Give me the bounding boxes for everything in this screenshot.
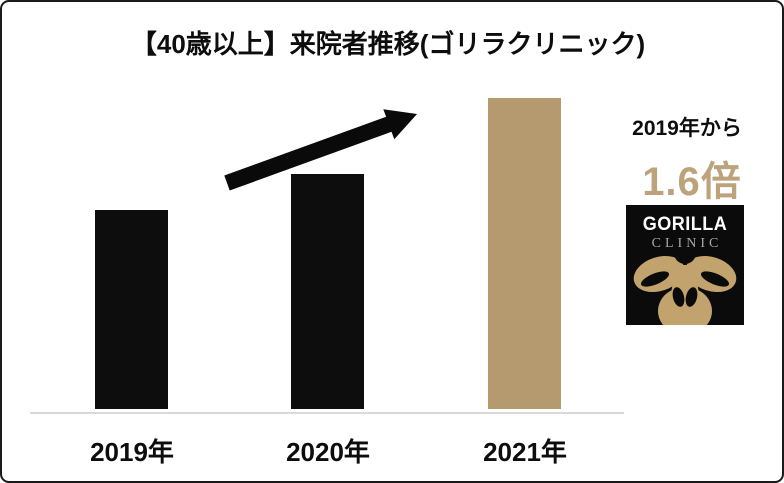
annotation-prefix: 2019年から [632,117,742,140]
x-tick-label-2021: 2021年 [483,437,567,467]
x-tick-label-2019: 2019年 [90,437,174,467]
gorilla-face-icon [628,253,742,325]
logo-gorilla-text: GORILLA [642,214,728,235]
bar-2019 [95,210,168,409]
x-axis-line [30,412,624,414]
chart-title: 【40歳以上】来院者推移(ゴリラクリニック) [130,29,646,59]
bar-2020 [291,174,364,409]
x-tick-label-2020: 2020年 [286,437,370,467]
annotation-multiplier: 1.6倍 [642,160,742,204]
gorilla-clinic-logo: GORILLA CLINIC [626,205,744,325]
logo-clinic-text: CLINIC [651,236,723,251]
bar-2021 [488,98,561,409]
